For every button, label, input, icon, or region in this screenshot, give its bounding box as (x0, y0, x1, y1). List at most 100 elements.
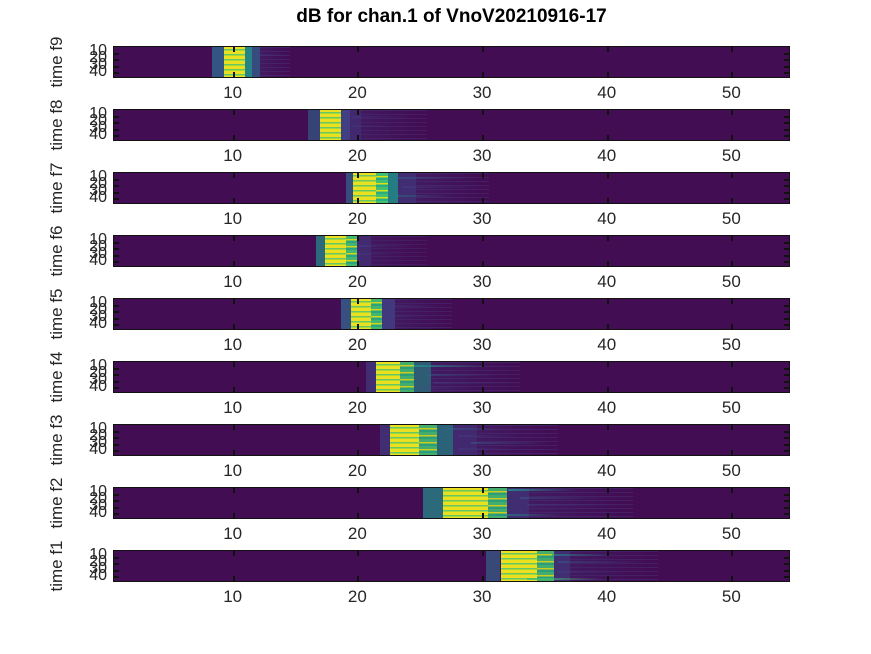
x-tick-mark (357, 299, 360, 304)
heatmap-band-teal (315, 236, 325, 266)
y-tick-mark (114, 324, 119, 326)
heatmap-streak (526, 504, 627, 506)
y-tick-mark (784, 381, 789, 383)
heatmap-band-stripe_yg (353, 173, 376, 203)
x-tick-label: 50 (721, 146, 741, 165)
y-tick-mark (784, 248, 789, 250)
y-tick-label: 20 (89, 112, 107, 129)
y-tick-mark (114, 53, 119, 55)
y-tick-label: 20 (89, 427, 107, 444)
heatmap-band-blue (382, 299, 395, 329)
x-tick-mark (357, 47, 360, 52)
heatmap-band-stripe_yg (500, 551, 537, 581)
y-tick-label: 30 (89, 497, 107, 514)
y-tick-mark (114, 387, 119, 389)
x-tick-mark (731, 450, 734, 455)
x-tick-mark (232, 450, 235, 455)
x-tick-mark (232, 236, 235, 241)
y-tick-label: 30 (89, 434, 107, 451)
y-tick-label: 20 (89, 490, 107, 507)
x-tick-label: 50 (721, 335, 741, 354)
x-tick-mark (232, 72, 235, 77)
y-tick-label: 20 (89, 49, 107, 66)
heatmap-strip-time-f1 (113, 550, 790, 582)
heatmap-streak (395, 177, 471, 179)
heatmap-strip-time-f9 (113, 46, 790, 78)
y-tick-mark (114, 248, 119, 250)
y-tick-mark (114, 450, 119, 452)
heatmap-streak (557, 561, 652, 563)
x-tick-mark (731, 173, 734, 178)
x-tick-label: 50 (721, 272, 741, 291)
x-tick-mark (232, 299, 235, 304)
y-tick-mark (114, 381, 119, 383)
x-tick-mark (482, 324, 485, 329)
y-tick-mark (784, 185, 789, 187)
x-tick-label: 20 (347, 272, 367, 291)
x-tick-mark (482, 425, 485, 430)
x-tick-mark (357, 387, 360, 392)
x-tick-mark (357, 362, 360, 367)
heatmap-band-stripe_yg (319, 110, 341, 140)
y-tick-label: 40 (89, 378, 107, 395)
x-tick-label: 10 (223, 335, 243, 354)
x-tick-mark (606, 173, 609, 178)
y-tick-mark (784, 318, 789, 320)
y-tick-mark (114, 494, 119, 496)
x-tick-mark (482, 488, 485, 493)
y-tick-mark (114, 318, 119, 320)
x-tick-label: 30 (472, 335, 492, 354)
y-tick-mark (784, 387, 789, 389)
y-tick-label: 20 (89, 238, 107, 255)
heatmap-band-tail (259, 47, 290, 77)
x-tick-mark (606, 551, 609, 556)
y-tick-mark (784, 261, 789, 263)
x-tick-mark (482, 299, 485, 304)
y-tick-mark (784, 59, 789, 61)
y-tick-label: 10 (89, 231, 107, 248)
heatmap-band-steel (485, 551, 501, 581)
y-tick-mark (114, 122, 119, 124)
y-tick-mark (114, 242, 119, 244)
heatmap-streak (395, 195, 452, 197)
x-tick-mark (606, 488, 609, 493)
y-tick-mark (114, 444, 119, 446)
x-tick-mark (482, 236, 485, 241)
x-tick-mark (482, 576, 485, 581)
y-tick-label: 30 (89, 560, 107, 577)
y-tick-label: 30 (89, 308, 107, 325)
x-tick-mark (357, 450, 360, 455)
x-tick-mark (232, 47, 235, 52)
x-tick-label: 30 (472, 146, 492, 165)
x-tick-mark (606, 513, 609, 518)
heatmap-band-steel (212, 47, 224, 77)
heatmap-band-blue (357, 236, 371, 266)
x-tick-mark (232, 425, 235, 430)
y-tick-label: 10 (89, 357, 107, 374)
y-tick-mark (784, 305, 789, 307)
heatmap-band-stripe_gy (419, 425, 437, 455)
x-tick-mark (606, 362, 609, 367)
x-tick-label: 20 (347, 524, 367, 543)
x-tick-mark (482, 261, 485, 266)
heatmap-band-stripe_gy (536, 551, 555, 581)
x-tick-mark (357, 425, 360, 430)
y-tick-mark (784, 494, 789, 496)
heatmap-band-stripe_yg (223, 47, 245, 77)
x-tick-mark (731, 488, 734, 493)
y-tick-mark (784, 500, 789, 502)
heatmap-band-blue (453, 425, 477, 455)
y-axis-label-time-f1: time f1 (47, 540, 66, 592)
x-tick-label: 30 (472, 524, 492, 543)
x-tick-label: 40 (597, 272, 617, 291)
x-tick-label: 40 (597, 335, 617, 354)
heatmap-streak (389, 315, 427, 317)
x-tick-mark (232, 198, 235, 203)
y-tick-label: 10 (89, 294, 107, 311)
y-tick-mark (114, 431, 119, 433)
y-tick-mark (784, 311, 789, 313)
y-tick-mark (114, 437, 119, 439)
x-tick-label: 50 (721, 398, 741, 417)
x-tick-label: 50 (721, 524, 741, 543)
